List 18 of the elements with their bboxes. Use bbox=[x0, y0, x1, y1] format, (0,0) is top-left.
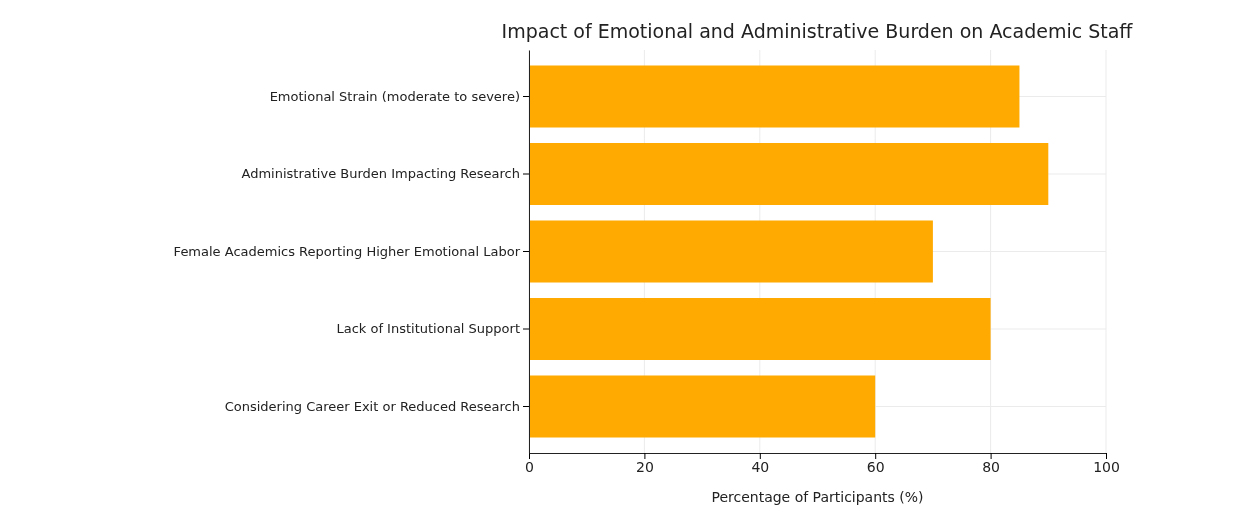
x-tick-label: 60 bbox=[866, 458, 885, 475]
y-tick-label: Administrative Burden Impacting Research bbox=[241, 166, 520, 182]
x-tick-label: 80 bbox=[982, 458, 1001, 475]
y-tick-label: Lack of Institutional Support bbox=[336, 321, 520, 337]
bar bbox=[529, 143, 1049, 205]
x-axis-title: Percentage of Participants (%) bbox=[711, 489, 924, 505]
x-tick-label: 100 bbox=[1093, 458, 1120, 475]
y-tick-label: Female Academics Reporting Higher Emotional Labor bbox=[173, 243, 521, 259]
bar bbox=[529, 375, 876, 438]
x-tick-label: 40 bbox=[751, 458, 770, 475]
y-tick-label: Considering Career Exit or Reduced Research bbox=[224, 398, 520, 414]
x-tick-label: 20 bbox=[635, 458, 654, 475]
y-tick-label: Emotional Strain (moderate to severe) bbox=[269, 88, 520, 104]
chart-title: Impact of Emotional and Administrative Burden on Academic Staff bbox=[501, 20, 1134, 42]
bar bbox=[529, 65, 1020, 128]
x-tick-label: 0 bbox=[525, 458, 534, 475]
bar bbox=[529, 220, 933, 283]
bar bbox=[529, 298, 991, 360]
